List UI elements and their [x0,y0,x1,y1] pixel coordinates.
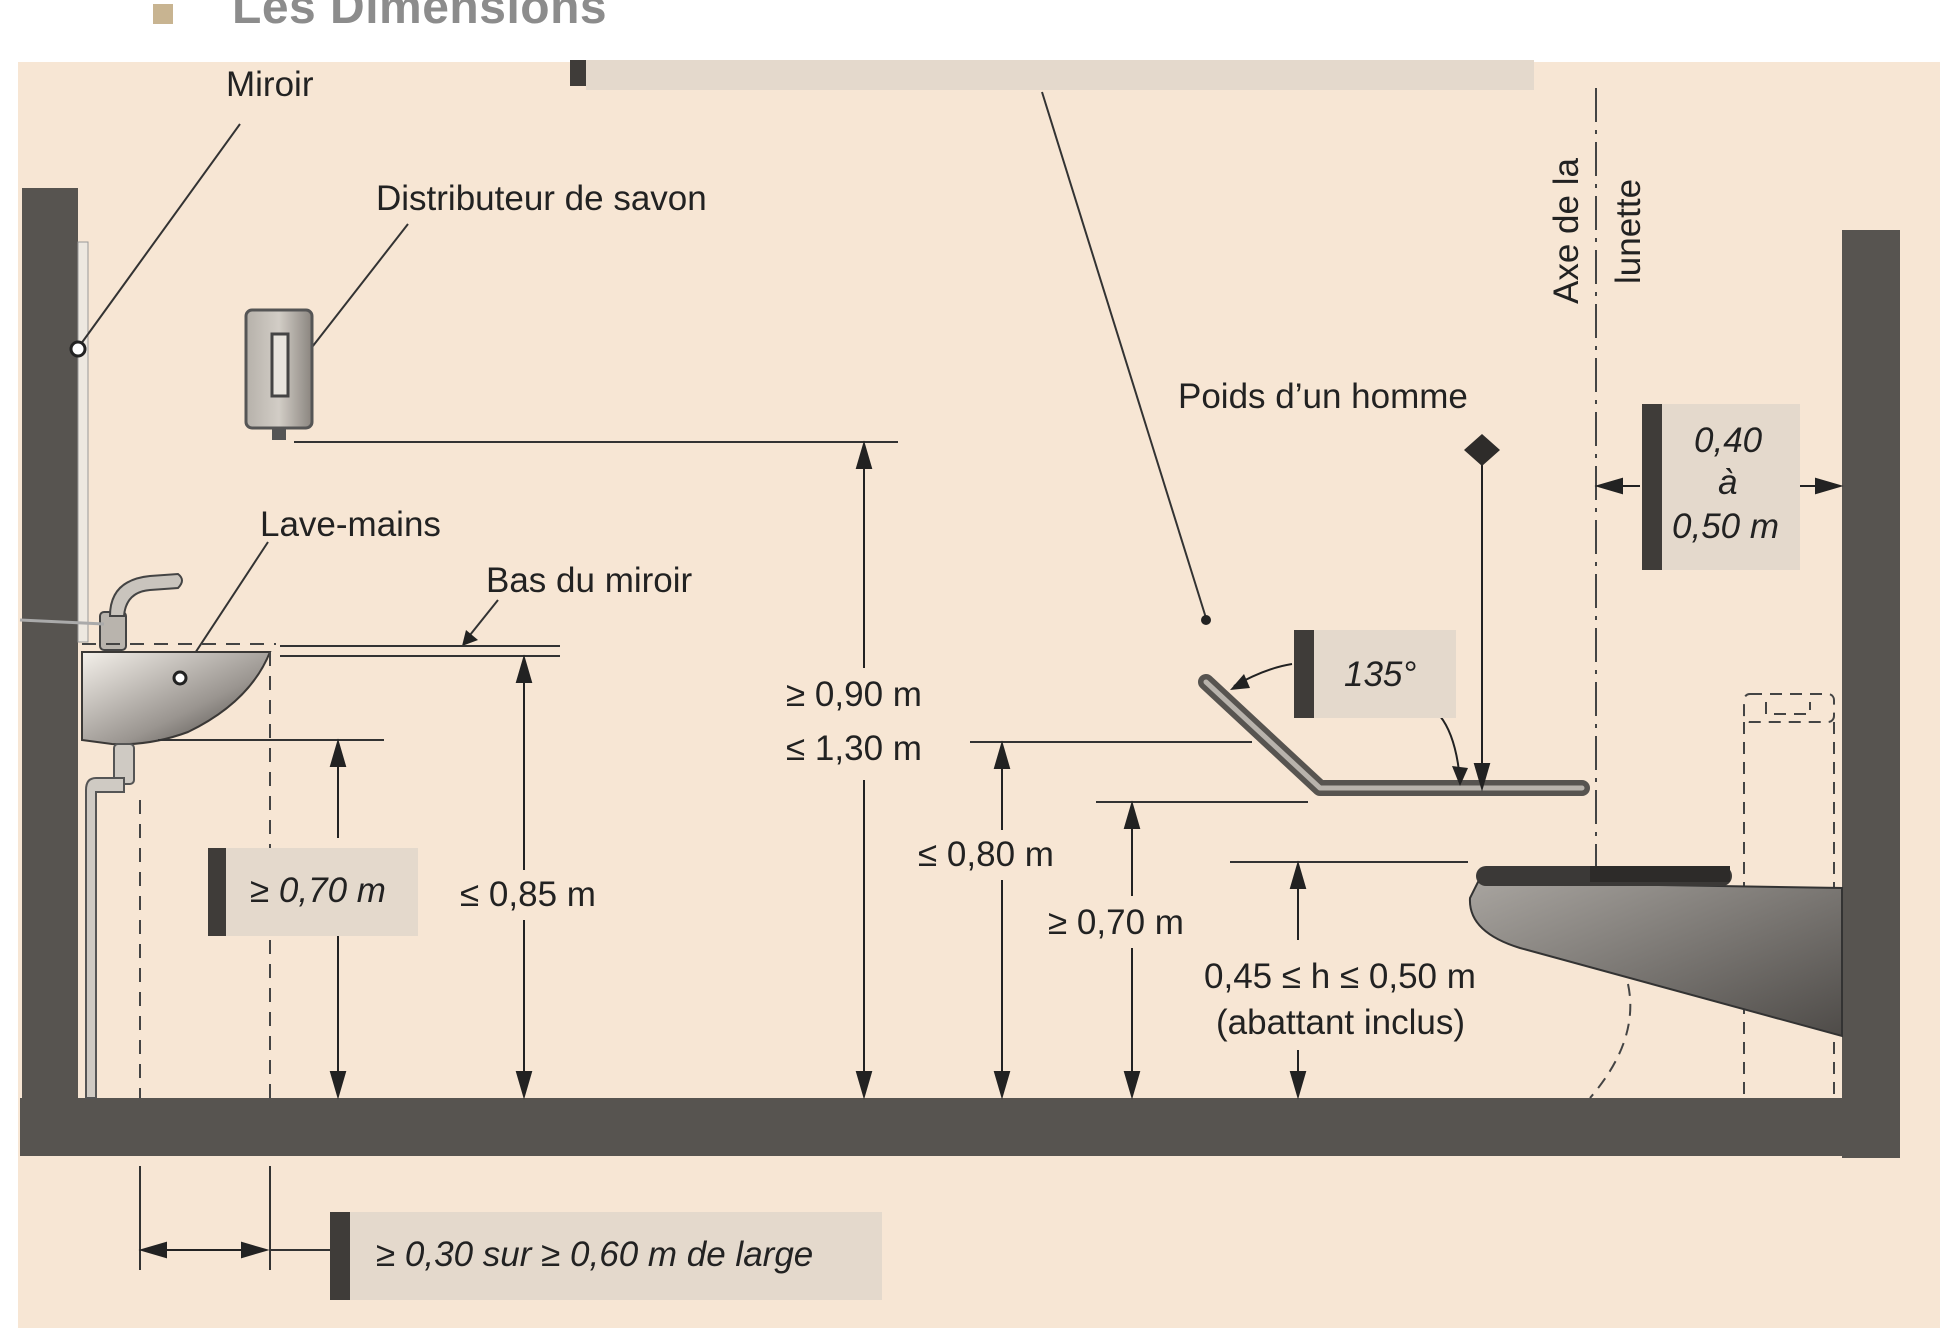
dim-dispenser-min: ≥ 0,90 m [786,675,922,714]
toilet-bowl [1468,866,1843,1038]
miroir-dot [69,340,87,358]
dim-grab-bar-min: ≥ 0,70 m [1048,903,1184,942]
lavabo-box-bar [208,848,226,936]
axis-box [1642,404,1800,570]
label-bas-miroir: Bas du miroir [486,561,693,600]
lavabo-box [208,848,418,936]
angle-arrow-2 [1452,766,1468,786]
dim-axis-3: 0,50 m [1672,507,1779,546]
dim-dispenser-max: ≤ 1,30 m [786,729,922,768]
clearance-box [330,1212,882,1300]
mirror [77,241,89,643]
top-caption-bar [570,60,586,86]
angle-box-bar [1294,630,1314,718]
clearance-box-bar [330,1212,350,1300]
dim-clearance: ≥ 0,30 sur ≥ 0,60 m de large [376,1235,813,1274]
angle-box [1294,630,1456,718]
dim-lavabo-height: ≥ 0,70 m [250,871,386,910]
dim-seat-note: (abattant inclus) [1216,1003,1465,1042]
dim-axis-1: 0,40 [1694,421,1763,460]
bowl-support-dashed [1589,983,1632,1099]
label-axe-line2: lunette [1609,179,1648,284]
label-miroir: Miroir [226,65,314,104]
lave-mains-dot [172,670,188,686]
label-distributeur: Distributeur de savon [376,179,707,218]
drain-pipe [85,743,135,1099]
angle-arrow-1 [1230,674,1250,690]
weight-diamond [1464,434,1500,466]
dim-mirror-bottom: ≤ 0,85 m [460,875,596,914]
axis-box-bar [1642,404,1662,570]
dim-grab-bar-max: ≤ 0,80 m [918,835,1054,874]
title-bullet [153,4,173,24]
grab-bar-highlight [1203,679,1585,791]
label-poids: Poids d’un homme [1178,377,1468,416]
poids-end-dot [1201,615,1211,625]
label-axe-line1: Axe de la [1547,158,1586,304]
dimension-arrows [138,440,1844,1259]
reference-lines [139,441,1468,1270]
dim-seat-height: 0,45 ≤ h ≤ 0,50 m [1204,957,1476,996]
header: Les Dimensions [0,0,1948,60]
page-title: Les Dimensions [232,0,608,34]
faucet [19,572,183,651]
floor [20,1098,1900,1156]
dim-axis-2: à [1718,463,1737,502]
leader-lines [77,91,1207,677]
right-wall [1842,230,1900,1158]
left-wall [22,188,78,1148]
soap-dispenser [244,308,314,440]
dim-angle: 135° [1344,655,1416,694]
label-lave-mains: Lave-mains [260,505,441,544]
bas-miroir-arrowhead [462,630,478,646]
top-caption-box [586,60,1534,90]
